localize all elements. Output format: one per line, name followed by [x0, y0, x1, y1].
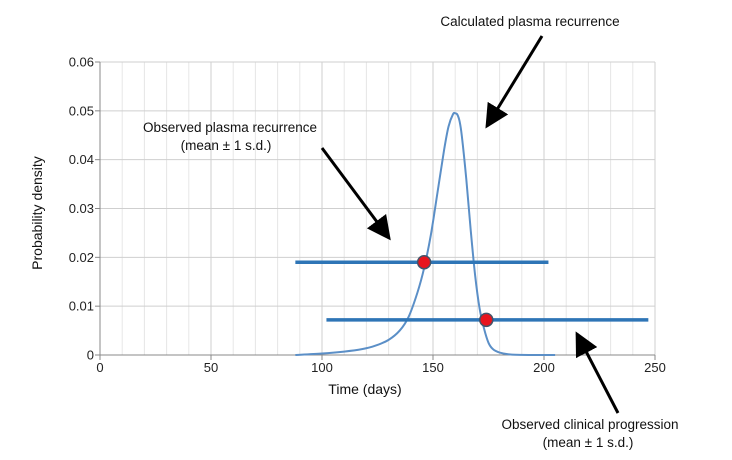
grid: [100, 61, 656, 355]
mean-point: [479, 312, 494, 328]
y-tick-label: 0.02: [69, 250, 94, 265]
arrow-calculated-plasma-recurrence: [485, 35, 544, 129]
x-tick-label: 150: [422, 360, 444, 375]
x-axis-title: Time (days): [328, 381, 401, 397]
annotation-calculated-plasma-recurrence: Calculated plasma recurrence: [440, 14, 619, 29]
y-tick-labels: 0 0.01 0.02 0.03 0.04 0.05 0.06: [69, 55, 100, 363]
density-curve: [295, 111, 556, 357]
arrow-observed-clinical-progression: [575, 331, 620, 414]
series-layer: [295, 111, 556, 357]
y-tick-label: 0.03: [69, 201, 94, 216]
y-tick-label: 0.06: [69, 55, 94, 70]
arrow-observed-plasma-recurrence: [320, 147, 391, 241]
x-tick-label: 200: [533, 360, 555, 375]
x-tick-label: 50: [204, 360, 218, 375]
y-tick-label: 0.04: [69, 152, 94, 167]
y-axis-title: Probability density: [29, 156, 45, 270]
x-tick-label: 250: [644, 360, 666, 375]
y-tick-label: 0.01: [69, 299, 94, 314]
y-tick-label: 0.05: [69, 103, 94, 118]
mean-point: [416, 254, 432, 270]
y-tick-label: 0: [87, 348, 94, 363]
x-tick-labels: 0 50 100 150 200 250: [96, 355, 666, 375]
interval-layer: [295, 254, 649, 328]
annotation-observed-plasma-recurrence-sub: (mean ± 1 s.d.): [181, 138, 272, 153]
x-tick-label: 100: [311, 360, 333, 375]
annotation-observed-plasma-recurrence: Observed plasma recurrence: [143, 120, 317, 135]
annotation-observed-clinical-progression-sub: (mean ± 1 s.d.): [543, 435, 634, 450]
x-tick-label: 0: [96, 360, 103, 375]
annotation-observed-clinical-progression: Observed clinical progression: [501, 417, 678, 432]
